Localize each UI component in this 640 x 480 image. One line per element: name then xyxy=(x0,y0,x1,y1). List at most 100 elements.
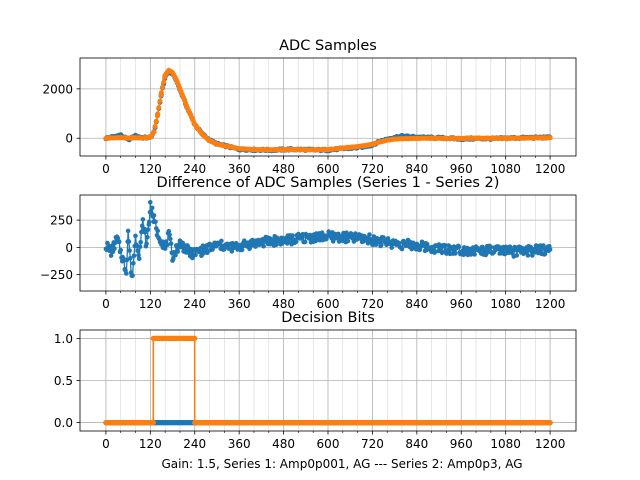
data-point xyxy=(156,105,162,111)
data-point xyxy=(205,250,210,256)
x-tick-label: 120 xyxy=(139,297,162,311)
y-tick-label: 0.5 xyxy=(54,374,73,388)
data-point xyxy=(155,111,161,117)
data-point xyxy=(151,213,157,218)
x-tick-label: 1080 xyxy=(490,162,521,176)
data-point xyxy=(137,244,143,250)
data-point xyxy=(145,227,151,232)
x-tick-label: 840 xyxy=(405,437,428,451)
data-point xyxy=(128,255,133,261)
data-point xyxy=(166,229,172,234)
data-point xyxy=(453,251,458,256)
data-point xyxy=(150,420,156,426)
data-point xyxy=(330,239,336,244)
data-point xyxy=(145,234,150,240)
data-point xyxy=(547,135,553,141)
data-point xyxy=(239,247,245,253)
data-point xyxy=(302,239,308,245)
y-tick-label: 0 xyxy=(65,241,73,255)
data-point xyxy=(541,243,546,248)
x-tick-label: 960 xyxy=(450,437,473,451)
data-point xyxy=(131,253,137,259)
data-point xyxy=(125,228,131,234)
data-point xyxy=(367,232,372,237)
data-point xyxy=(131,261,136,266)
x-tick-label: 1080 xyxy=(490,297,521,311)
subplot-2: 0 120 240 360 480 600 720 840 960 1080 1200 −250 0 25… xyxy=(40,175,577,311)
data-point xyxy=(432,250,437,255)
data-point xyxy=(171,256,176,261)
data-point xyxy=(547,247,553,252)
data-point xyxy=(293,239,299,245)
x-tick-label: 120 xyxy=(139,437,162,451)
x-tick-label: 1200 xyxy=(535,437,566,451)
data-point xyxy=(168,241,174,246)
data-point xyxy=(142,230,148,235)
x-tick-label: 600 xyxy=(317,162,340,176)
x-tick-label: 360 xyxy=(228,297,251,311)
y-tick-label: 0.0 xyxy=(54,416,73,430)
data-point xyxy=(161,79,167,85)
subplot-3: 0 120 240 360 480 600 720 840 960 1080 1200 0.0 0.5 1… xyxy=(54,310,577,451)
data-point xyxy=(158,90,164,96)
x-tick-label: 360 xyxy=(228,437,251,451)
y-tick-label: 2000 xyxy=(42,82,73,96)
data-point xyxy=(547,420,553,426)
data-point xyxy=(377,238,383,244)
subplot-title: ADC Samples xyxy=(279,38,377,54)
x-tick-label: 0 xyxy=(102,162,110,176)
data-point xyxy=(142,226,147,232)
data-point xyxy=(193,252,198,258)
x-tick-label: 240 xyxy=(183,162,206,176)
x-tick-label: 960 xyxy=(450,162,473,176)
plot-area xyxy=(103,200,553,279)
data-point xyxy=(146,219,152,225)
data-point xyxy=(192,335,198,341)
data-point xyxy=(152,124,158,129)
axes-frame xyxy=(79,194,577,292)
series-markers-1 xyxy=(103,200,553,279)
data-point xyxy=(219,238,224,244)
data-point xyxy=(385,236,391,241)
subplot-title: Decision Bits xyxy=(281,310,375,326)
data-point xyxy=(140,217,146,222)
x-tick-label: 480 xyxy=(272,162,295,176)
data-point xyxy=(108,253,114,258)
x-tick-label: 240 xyxy=(183,297,206,311)
data-point xyxy=(229,249,235,254)
axes-frame xyxy=(79,329,577,432)
data-point xyxy=(261,243,266,249)
data-point xyxy=(399,246,405,252)
data-point xyxy=(167,232,172,238)
y-tick-label: 0 xyxy=(65,132,73,146)
data-point xyxy=(144,241,149,247)
subplot-title: Difference of ADC Samples (Series 1 - Se… xyxy=(157,175,500,191)
data-point xyxy=(345,238,351,244)
y-tick-label: 1.0 xyxy=(54,332,73,346)
data-point xyxy=(226,246,232,251)
data-point xyxy=(155,228,160,234)
x-tick-label: 360 xyxy=(228,162,251,176)
data-point xyxy=(273,242,279,247)
data-point xyxy=(175,249,180,254)
data-point xyxy=(488,244,494,250)
series-markers-2 xyxy=(103,335,553,426)
data-point xyxy=(168,236,173,242)
x-tick-label: 720 xyxy=(361,437,384,451)
data-point xyxy=(153,219,158,225)
x-tick-label: 960 xyxy=(450,297,473,311)
x-tick-label: 600 xyxy=(317,297,340,311)
data-point xyxy=(456,244,462,250)
data-point xyxy=(133,233,138,239)
x-tick-label: 480 xyxy=(272,437,295,451)
data-point xyxy=(118,247,123,253)
series-markers-2 xyxy=(103,67,553,153)
data-point xyxy=(136,256,142,262)
x-tick-label: 600 xyxy=(317,437,340,451)
x-tick-label: 0 xyxy=(102,437,110,451)
data-point xyxy=(124,271,129,276)
x-tick-label: 840 xyxy=(405,297,428,311)
data-point xyxy=(149,205,155,211)
x-tick-label: 1200 xyxy=(535,297,566,311)
x-tick-label: 480 xyxy=(272,297,295,311)
